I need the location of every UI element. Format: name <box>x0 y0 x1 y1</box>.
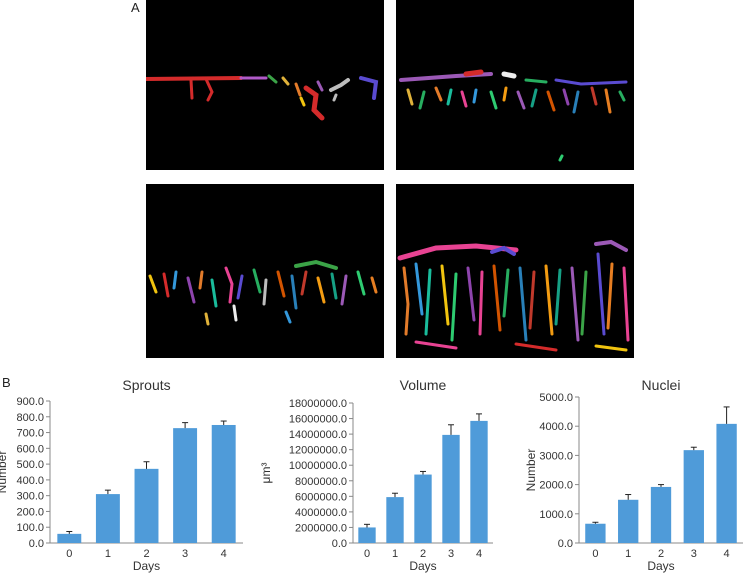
y-tick-label: 4000.0 <box>539 421 573 433</box>
x-tick-label: 4 <box>724 548 730 560</box>
bar-day-1 <box>618 499 639 543</box>
y-tick-label: 900.0 <box>16 396 44 408</box>
volume-chart: Volume 0.0 2000000.0 4000000.0 6000000.0 8000… <box>250 372 500 573</box>
panel-a-label: A <box>131 0 140 15</box>
x-tick-label: 3 <box>182 548 188 560</box>
segmented-sprouts-image <box>399 69 628 162</box>
bar-day-2 <box>134 468 159 543</box>
x-axis-label: Days <box>647 559 674 573</box>
x-axis-label: Days <box>133 559 160 573</box>
chart-title: Nuclei <box>642 377 681 393</box>
x-tick-label: 4 <box>476 548 482 560</box>
y-axis-label: μm³ <box>259 463 273 484</box>
bar-day-0 <box>585 523 606 543</box>
segmented-sprouts-image <box>148 259 378 326</box>
y-tick-label: 600.0 <box>16 443 44 455</box>
y-tick-label: 8000000.0 <box>295 476 347 488</box>
chart-svg: Sprouts 0.0 100.0 200.0 300.0 400.0 500.0 600.0… <box>0 377 243 573</box>
y-tick-label: 16000000.0 <box>289 414 347 426</box>
bar-day-3 <box>683 450 704 543</box>
y-tick-label: 14000000.0 <box>289 429 347 441</box>
y-tick-label: 2000000.0 <box>295 522 347 534</box>
y-tick-label: 5000.0 <box>539 392 573 404</box>
y-tick-label: 6000000.0 <box>295 491 347 503</box>
y-tick-label: 200.0 <box>16 506 44 518</box>
chart-svg: Volume 0.0 2000000.0 4000000.0 6000000.0 8000… <box>259 377 493 573</box>
bar-day-0 <box>358 527 376 543</box>
y-tick-label: 18000000.0 <box>289 398 347 410</box>
x-tick-label: 1 <box>392 548 398 560</box>
y-tick-label: 400.0 <box>16 475 44 487</box>
y-tick-label: 10000000.0 <box>289 460 347 472</box>
bar-day-4 <box>716 423 737 543</box>
y-tick-label: 100.0 <box>16 522 44 534</box>
panel-b-label: B <box>2 375 11 390</box>
x-tick-label: 0 <box>592 548 598 560</box>
y-tick-label: 500.0 <box>16 459 44 471</box>
y-axis-label: Number <box>524 449 538 492</box>
y-tick-label: 0.0 <box>29 538 44 550</box>
microscopy-panel-top-right <box>396 0 634 170</box>
chart-title: Sprouts <box>122 377 170 393</box>
x-tick-label: 2 <box>420 548 426 560</box>
y-tick-label: 700.0 <box>16 428 44 440</box>
microscopy-panel-top-left <box>146 0 384 170</box>
bar-day-1 <box>386 497 404 543</box>
y-tick-label: 0.0 <box>332 538 347 550</box>
x-tick-label: 0 <box>364 548 370 560</box>
bar-day-2 <box>650 486 672 543</box>
bar-day-1 <box>95 494 120 543</box>
x-tick-label: 1 <box>625 548 631 560</box>
chart-svg: Nuclei 0.0 1000.0 2000.0 3000.0 4000.0 5000.0 0… <box>524 377 743 573</box>
bar-day-3 <box>442 434 460 543</box>
x-tick-label: 4 <box>221 548 227 560</box>
x-tick-label: 2 <box>658 548 664 560</box>
y-tick-label: 300.0 <box>16 491 44 503</box>
bar-day-4 <box>211 424 236 543</box>
y-axis-label: Number <box>0 451 9 494</box>
y-tick-label: 12000000.0 <box>289 445 347 457</box>
bar-day-4 <box>470 420 488 543</box>
segmented-sprouts-image <box>397 239 630 352</box>
y-tick-label: 3000.0 <box>539 450 573 462</box>
nuclei-chart: Nuclei 0.0 1000.0 2000.0 3000.0 4000.0 5000.0 0… <box>500 372 750 573</box>
x-axis-label: Days <box>409 559 436 573</box>
x-tick-label: 3 <box>448 548 454 560</box>
segmented-sprouts-image <box>146 74 379 121</box>
y-tick-label: 0.0 <box>558 538 573 550</box>
chart-title: Volume <box>400 377 447 393</box>
y-tick-label: 4000000.0 <box>295 507 347 519</box>
x-tick-label: 0 <box>66 548 72 560</box>
x-tick-label: 3 <box>691 548 697 560</box>
sprouts-chart: Sprouts 0.0 100.0 200.0 300.0 400.0 500.0 600.0… <box>0 372 250 573</box>
y-tick-label: 2000.0 <box>539 480 573 492</box>
x-tick-label: 1 <box>105 548 111 560</box>
bar-day-2 <box>414 474 432 543</box>
microscopy-panel-bottom-left <box>146 184 384 358</box>
y-tick-label: 800.0 <box>16 412 44 424</box>
x-tick-label: 2 <box>143 548 149 560</box>
bar-day-3 <box>173 428 198 543</box>
bar-day-0 <box>57 533 82 543</box>
microscopy-panel-bottom-right <box>396 184 634 358</box>
y-tick-label: 1000.0 <box>539 509 573 521</box>
